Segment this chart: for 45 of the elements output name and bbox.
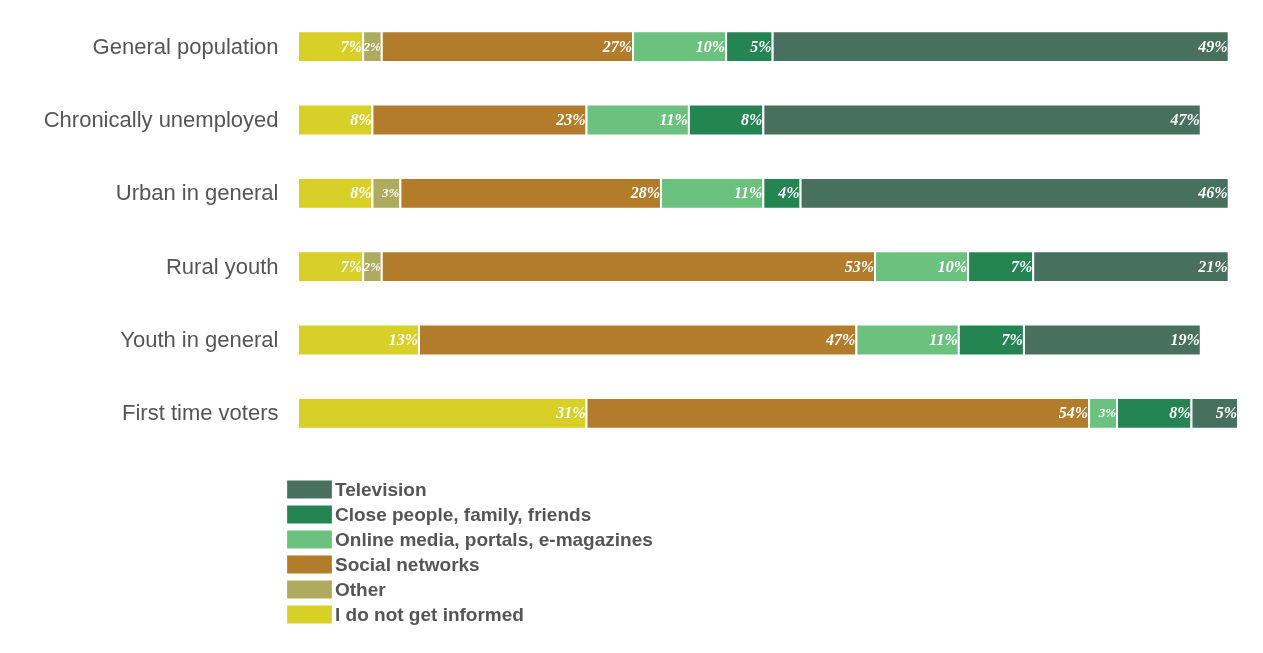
y-tick-label: Urban in general [115,180,279,206]
data-label: 8% [350,111,372,128]
data-label: 10% [937,257,968,275]
data-label: 46% [1197,184,1228,202]
legend-label: Social networks [335,553,480,575]
data-label: 49% [1197,37,1228,55]
legend-label: Television [335,478,427,500]
data-label: 47% [825,331,856,348]
data-label: 2% [362,38,381,54]
y-tick-label: First time voters [122,400,279,426]
legend-label: I do not get informed [335,603,524,625]
data-label: 11% [929,331,958,348]
data-label: 11% [659,111,688,128]
legend-label: Online media, portals, e-magazines [335,528,653,550]
data-label: 13% [388,331,418,348]
data-label: 19% [1170,331,1200,348]
legend-label: Close people, family, friends [335,503,592,525]
data-label: 47% [1169,111,1200,128]
data-label: 7% [340,257,363,275]
y-tick-label: General population [92,33,279,59]
data-label: 27% [601,37,633,55]
data-label: 10% [695,37,726,55]
data-label: 3% [381,185,400,201]
y-tick-label: Youth in general [120,327,279,352]
y-tick-label: Rural youth [165,253,279,279]
data-label: 21% [1197,257,1228,275]
data-label: 2% [362,258,381,274]
data-label: 11% [733,184,763,202]
data-label: 7% [340,37,363,55]
data-label: 54% [1058,404,1089,422]
data-label: 7% [1010,257,1033,275]
legend-label: Other [335,578,387,600]
data-label: 5% [1215,404,1237,422]
data-label: 5% [750,37,772,55]
data-label: 8% [350,184,372,202]
data-label: 7% [1001,331,1023,348]
data-label: 31% [555,404,586,422]
data-label: 8% [741,111,763,128]
data-label: 28% [629,184,660,202]
data-label: 8% [1169,404,1191,422]
data-label: 23% [555,111,586,128]
data-label: 4% [777,184,800,202]
y-tick-label: Chronically unemployed [43,107,279,132]
data-label: 3% [1097,405,1117,421]
data-label: 53% [844,257,875,275]
